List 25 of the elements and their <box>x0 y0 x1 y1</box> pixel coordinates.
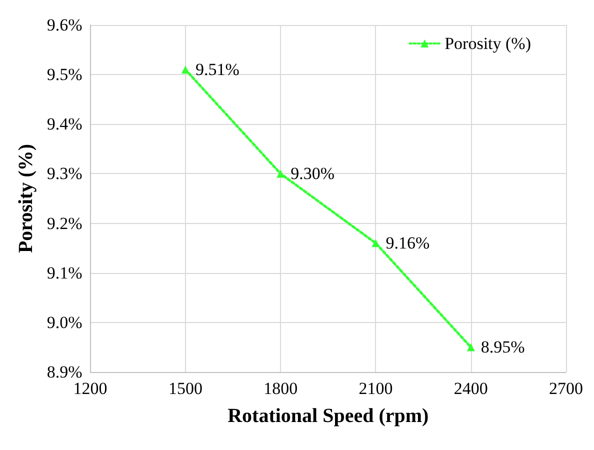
x-tick-label: 2100 <box>358 379 393 398</box>
y-axis-title: Porosity (%) <box>15 144 37 254</box>
y-tick-label: 9.5% <box>46 65 82 84</box>
point <box>372 239 380 248</box>
x-tick-label: 1500 <box>168 379 202 398</box>
x-tick-label: 2400 <box>454 379 488 398</box>
y-tick-label: 8.9% <box>46 362 82 382</box>
x-axis-title: Rotational Speed (rpm) <box>228 405 429 427</box>
x-tick-label: 1800 <box>264 379 298 398</box>
y-tick-label: 9.2% <box>46 214 82 233</box>
y-tick-label: 9.3% <box>46 164 82 184</box>
data-label: 8.95% <box>480 338 525 357</box>
y-tick-label: 9.4% <box>46 114 82 134</box>
x-tick-label: 2700 <box>549 379 583 398</box>
y-tick-label: 9.0% <box>46 312 82 332</box>
data-label: 9.16% <box>386 234 430 253</box>
y-tick-label: 9.1% <box>46 263 82 282</box>
x-tick-label: 1200 <box>73 379 108 398</box>
data-label: 9.30% <box>290 164 335 184</box>
point <box>276 170 285 178</box>
legend-label: Porosity (%) <box>444 34 532 53</box>
point <box>181 66 190 74</box>
point <box>466 343 475 352</box>
y-tick-label: 9.6% <box>46 16 82 34</box>
data-label: 9.51% <box>195 60 240 80</box>
